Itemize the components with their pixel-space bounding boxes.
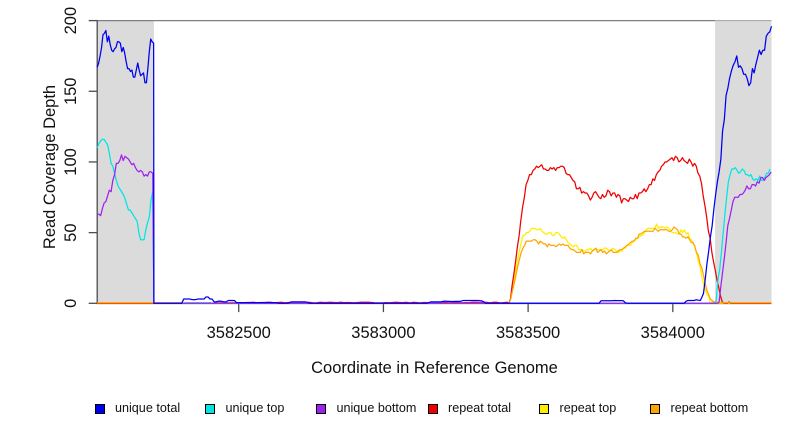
legend-swatch-unique-bottom <box>316 403 326 414</box>
legend-label: repeat bottom <box>670 401 749 415</box>
series-repeat-top <box>97 223 772 304</box>
x-tick-label: 3583500 <box>496 324 560 342</box>
x-axis-title: Coordinate in Reference Genome <box>311 359 558 377</box>
y-tick-label: 50 <box>62 223 80 241</box>
legend-label: repeat total <box>448 401 512 415</box>
legend-swatch-repeat-bottom <box>650 403 660 414</box>
y-tick-label: 150 <box>62 78 80 106</box>
x-tick-label: 3582500 <box>207 324 271 342</box>
x-tick-label: 3584000 <box>641 324 705 342</box>
series-unique-top <box>96 138 771 304</box>
series-unique-total <box>96 26 773 304</box>
y-tick-label: 100 <box>62 148 80 176</box>
highlight-region-left <box>97 20 154 304</box>
y-tick-label: 0 <box>62 299 80 308</box>
legend-swatch-repeat-total <box>427 403 438 414</box>
legend-label: unique bottom <box>336 401 417 415</box>
legend-label: repeat top <box>559 401 617 415</box>
legend-swatch-unique-top <box>205 403 215 414</box>
legend-label: unique top <box>225 401 285 415</box>
y-tick-label: 200 <box>62 7 80 35</box>
x-tick-label: 3583000 <box>351 324 415 342</box>
legend-swatch-repeat-top <box>539 403 549 414</box>
y-axis-title: Read Coverage Depth <box>41 84 59 250</box>
series-repeat-bottom <box>97 226 772 304</box>
series-repeat-total <box>97 155 772 304</box>
legend-label: unique total <box>115 401 181 415</box>
legend-swatch-unique-total <box>94 403 105 414</box>
